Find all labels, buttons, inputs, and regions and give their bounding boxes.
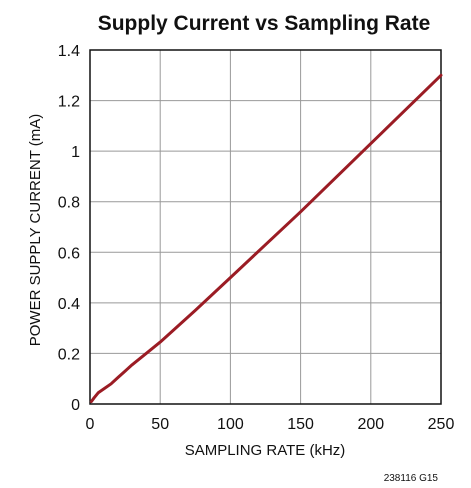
y-tick-label: 1	[71, 144, 80, 161]
y-tick-label: 0.6	[58, 245, 80, 262]
y-tick-label: 1.2	[58, 94, 80, 111]
figure-code: 238116 G15	[384, 473, 439, 484]
y-tick-labels: 0 0.2 0.4 0.6 0.8 1 1.2 1.4	[58, 43, 80, 414]
y-tick-label: 0	[71, 397, 80, 414]
plot-frame	[89, 49, 442, 405]
x-tick-label: 0	[86, 416, 95, 433]
y-axis-label: POWER SUPPLY CURRENT (mA)	[27, 114, 44, 347]
plot-border	[89, 49, 442, 405]
grid	[89, 49, 442, 405]
y-tick-label: 0.2	[58, 346, 80, 363]
x-tick-label: 250	[428, 416, 455, 433]
x-axis-label: SAMPLING RATE (kHz)	[185, 442, 346, 459]
chart-title: Supply Current vs Sampling Rate	[98, 12, 431, 35]
x-tick-labels: 0 50 100 150 200 250	[86, 416, 455, 433]
x-tick-label: 100	[217, 416, 244, 433]
series-line-0	[89, 73, 443, 403]
x-tick-label: 150	[287, 416, 314, 433]
y-tick-label: 0.8	[58, 195, 80, 212]
y-tick-label: 0.4	[58, 296, 80, 313]
x-tick-label: 50	[151, 416, 169, 433]
y-tick-label: 1.4	[58, 43, 80, 60]
series-layer	[89, 73, 443, 403]
x-tick-label: 200	[357, 416, 384, 433]
